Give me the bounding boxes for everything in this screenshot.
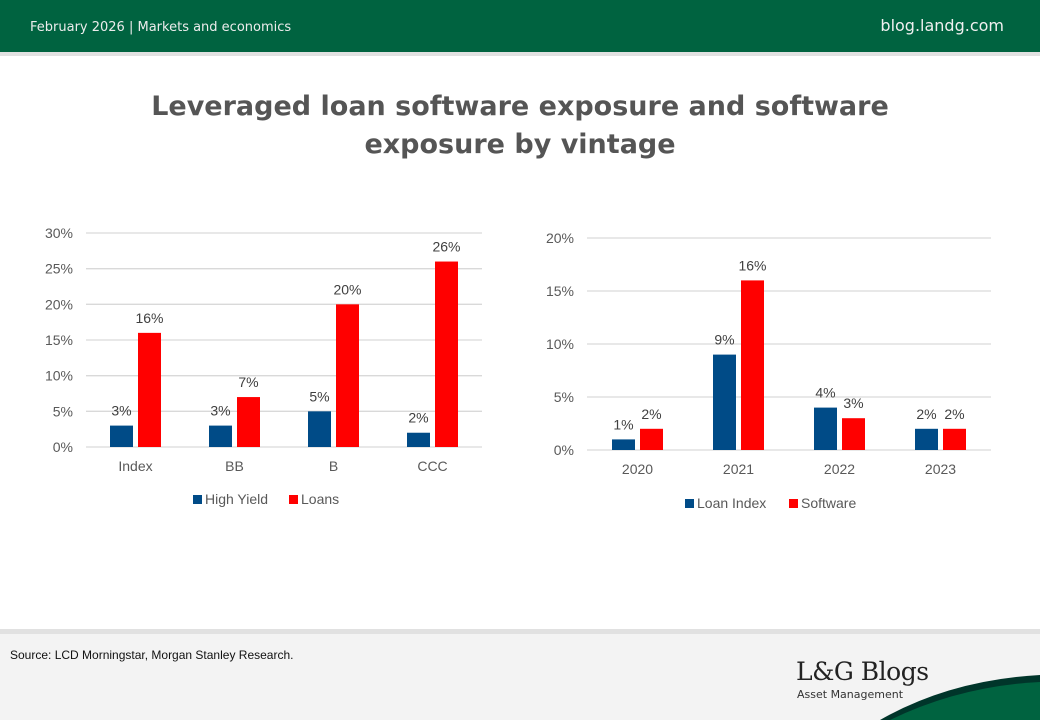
top-banner: February 2026 | Markets and economics bl… <box>0 0 1040 52</box>
y-tick-label: 25% <box>45 261 73 277</box>
data-label: 9% <box>714 332 734 348</box>
data-label: 2% <box>944 406 964 422</box>
page-title-line2: exposure by vintage <box>364 129 676 160</box>
data-label: 1% <box>613 416 633 432</box>
x-tick-label: Index <box>118 458 152 474</box>
bar-software <box>842 418 865 450</box>
x-tick-label: 2022 <box>824 461 855 477</box>
bar-software <box>741 280 764 450</box>
bar-loans <box>435 261 458 447</box>
logo-wordmark: L&G Blogs <box>796 657 929 686</box>
bar-high-yield <box>407 432 430 447</box>
bar-loan-index <box>814 407 837 450</box>
data-label: 2% <box>408 410 428 426</box>
x-tick-label: 2021 <box>723 461 754 477</box>
y-tick-label: 30% <box>45 225 73 241</box>
x-tick-label: 2023 <box>925 461 956 477</box>
chart-rating-exposure: 0% 5% 10% 15% 20% 25% 30% Index 3% 16% BB 3% 7% B 5% 20… <box>45 225 482 507</box>
page-title: Leveraged loan software exposure and sof… <box>0 88 1040 164</box>
header-date: February 2026 <box>30 20 125 35</box>
header-category[interactable]: Markets and economics <box>137 20 292 35</box>
y-tick-label: 0% <box>53 439 73 455</box>
legend-swatch-loan-index <box>685 499 694 508</box>
y-tick-label: 20% <box>546 230 574 246</box>
site-link[interactable]: blog.landg.com <box>880 16 1004 35</box>
source-note: Source: LCD Morningstar, Morgan Stanley … <box>10 648 294 662</box>
data-label: 3% <box>843 395 863 411</box>
logo-subtitle: Asset Management <box>797 688 904 701</box>
bar-software <box>640 428 663 450</box>
y-tick-label: 0% <box>554 442 574 458</box>
data-label: 20% <box>333 281 361 297</box>
data-label: 3% <box>210 403 230 419</box>
bar-loans <box>336 304 359 447</box>
bar-loans <box>237 397 260 447</box>
data-label: 16% <box>738 257 766 273</box>
legend-label: Software <box>801 495 856 511</box>
y-tick-label: 20% <box>45 296 73 312</box>
legend-label: Loans <box>301 491 339 507</box>
chart-vintage-exposure: 0% 5% 10% 15% 20% 2020 1% 2% 2021 9% 16% 2022 4% 3% 20… <box>546 230 991 511</box>
bar-loan-index <box>915 428 938 450</box>
data-label: 7% <box>238 374 258 390</box>
y-tick-label: 15% <box>45 332 73 348</box>
header-breadcrumb: February 2026 | Markets and economics <box>30 20 291 35</box>
bar-loan-index <box>713 354 736 450</box>
x-tick-label: B <box>329 458 338 474</box>
y-tick-label: 10% <box>45 368 73 384</box>
legend-label: Loan Index <box>697 495 766 511</box>
data-label: 3% <box>111 403 131 419</box>
header-separator: | <box>128 20 134 35</box>
y-tick-label: 5% <box>53 403 73 419</box>
x-tick-label: BB <box>225 458 244 474</box>
header-divider <box>0 52 1040 56</box>
x-tick-label: CCC <box>417 458 447 474</box>
data-label: 2% <box>916 406 936 422</box>
y-tick-label: 5% <box>554 389 574 405</box>
legend-swatch-software <box>789 499 798 508</box>
bar-high-yield <box>110 425 133 447</box>
logo-swoosh-graphic <box>880 675 1040 720</box>
data-label: 5% <box>309 388 329 404</box>
page-title-line1: Leveraged loan software exposure and sof… <box>151 91 889 122</box>
footer-bar <box>0 629 1040 720</box>
bar-loan-index <box>612 439 635 450</box>
y-tick-label: 10% <box>546 336 574 352</box>
x-tick-label: 2020 <box>622 461 653 477</box>
data-label: 26% <box>432 239 460 255</box>
data-label: 16% <box>135 310 163 326</box>
bar-high-yield <box>308 411 331 447</box>
bar-software <box>943 428 966 450</box>
bar-loans <box>138 332 161 447</box>
data-label: 4% <box>815 385 835 401</box>
y-tick-label: 15% <box>546 283 574 299</box>
legend-swatch-high-yield <box>193 495 202 504</box>
bar-high-yield <box>209 425 232 447</box>
legend-label: High Yield <box>205 491 268 507</box>
data-label: 2% <box>641 406 661 422</box>
legend-swatch-loans <box>289 495 298 504</box>
